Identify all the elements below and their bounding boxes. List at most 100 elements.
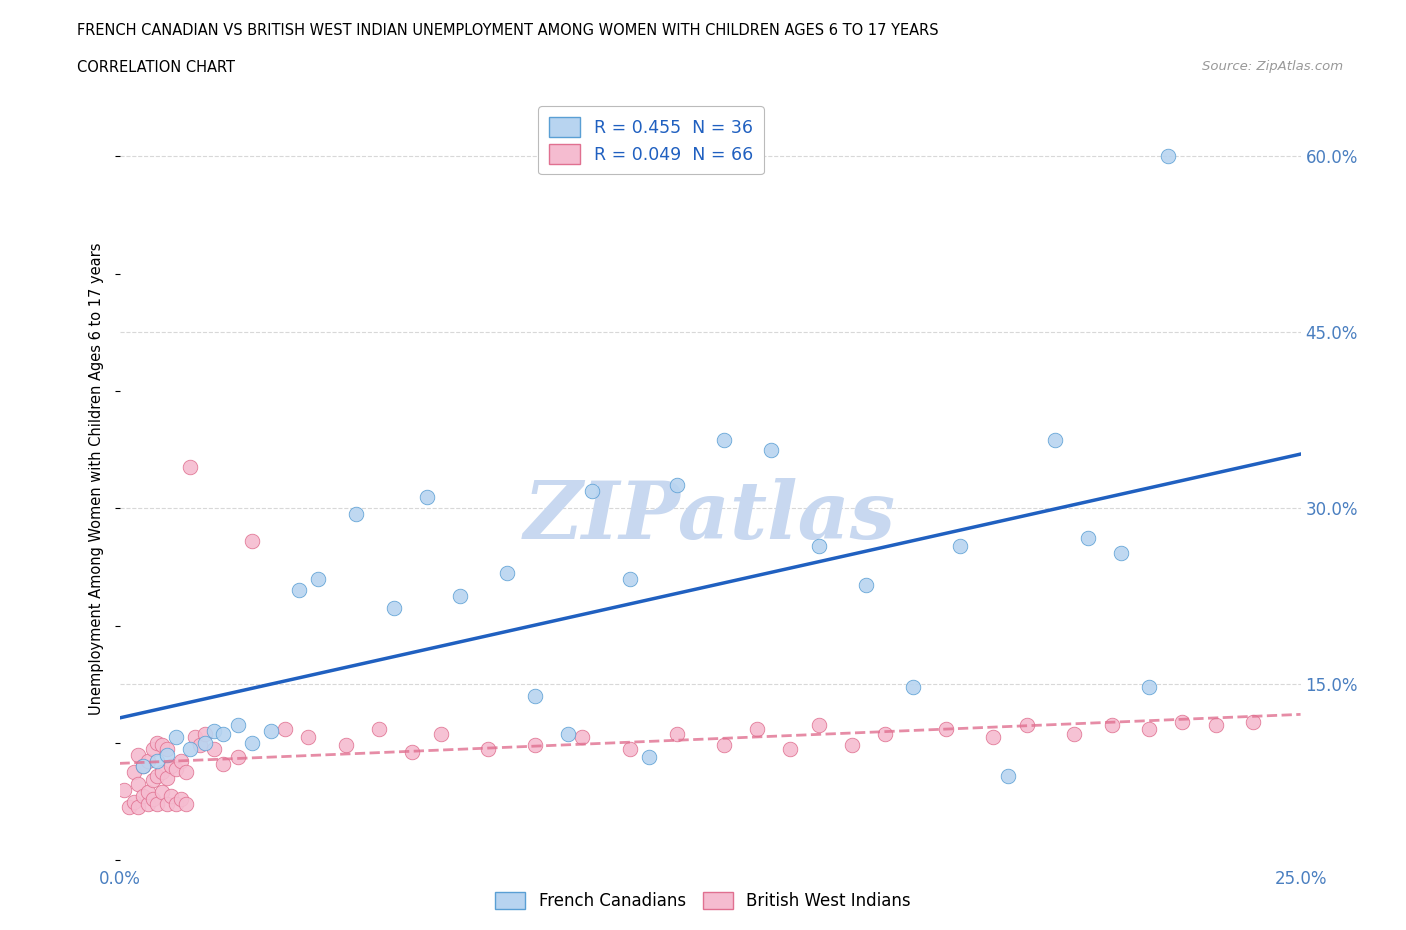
Point: [297, 730, 319, 745]
Point: [240, 534, 263, 549]
Point: [179, 741, 201, 756]
Point: [212, 726, 235, 741]
Legend: R = 0.455  N = 36, R = 0.049  N = 66: R = 0.455 N = 36, R = 0.049 N = 66: [538, 106, 763, 174]
Point: [415, 489, 437, 504]
Point: [122, 764, 145, 779]
Point: [127, 800, 149, 815]
Point: [156, 747, 179, 762]
Point: [156, 796, 179, 811]
Point: [997, 768, 1019, 783]
Point: [156, 771, 179, 786]
Point: [142, 773, 165, 788]
Point: [841, 737, 863, 752]
Point: [146, 796, 169, 811]
Point: [165, 796, 187, 811]
Point: [160, 759, 183, 774]
Point: [146, 736, 169, 751]
Text: CORRELATION CHART: CORRELATION CHART: [77, 60, 235, 75]
Point: [150, 737, 173, 752]
Point: [807, 718, 830, 733]
Point: [429, 726, 451, 741]
Point: [127, 777, 149, 791]
Point: [184, 730, 207, 745]
Point: [344, 507, 367, 522]
Point: [477, 741, 499, 756]
Point: [150, 764, 173, 779]
Point: [193, 736, 215, 751]
Point: [1241, 714, 1264, 729]
Point: [170, 791, 193, 806]
Point: [496, 565, 519, 580]
Point: [1205, 718, 1227, 733]
Point: [260, 724, 283, 738]
Point: [307, 571, 329, 586]
Point: [150, 785, 173, 800]
Point: [855, 578, 877, 592]
Point: [136, 785, 159, 800]
Point: [571, 730, 593, 745]
Point: [132, 759, 155, 774]
Point: [779, 741, 801, 756]
Point: [165, 762, 187, 777]
Point: [1015, 718, 1038, 733]
Point: [226, 750, 249, 764]
Point: [132, 759, 155, 774]
Point: [226, 718, 249, 733]
Point: [1137, 722, 1160, 737]
Point: [873, 726, 896, 741]
Point: [1063, 726, 1085, 741]
Point: [202, 741, 225, 756]
Point: [142, 791, 165, 806]
Point: [983, 730, 1005, 745]
Point: [132, 789, 155, 804]
Point: [122, 794, 145, 809]
Legend: French Canadians, British West Indians: French Canadians, British West Indians: [489, 885, 917, 917]
Text: Source: ZipAtlas.com: Source: ZipAtlas.com: [1202, 60, 1343, 73]
Point: [288, 583, 311, 598]
Point: [581, 484, 603, 498]
Point: [382, 601, 405, 616]
Point: [170, 753, 193, 768]
Point: [335, 737, 357, 752]
Point: [368, 722, 391, 737]
Point: [274, 722, 297, 737]
Point: [136, 753, 159, 768]
Point: [179, 459, 201, 474]
Point: [557, 726, 579, 741]
Point: [142, 741, 165, 756]
Point: [156, 741, 179, 756]
Point: [1077, 530, 1099, 545]
Point: [619, 571, 641, 586]
Point: [136, 796, 159, 811]
Point: [524, 737, 547, 752]
Text: FRENCH CANADIAN VS BRITISH WEST INDIAN UNEMPLOYMENT AMONG WOMEN WITH CHILDREN AG: FRENCH CANADIAN VS BRITISH WEST INDIAN U…: [77, 23, 939, 38]
Point: [665, 726, 688, 741]
Point: [193, 726, 215, 741]
Point: [1101, 718, 1123, 733]
Point: [665, 477, 688, 492]
Point: [146, 753, 169, 768]
Point: [935, 722, 957, 737]
Point: [1109, 545, 1132, 560]
Point: [188, 737, 211, 752]
Point: [401, 745, 423, 760]
Point: [1171, 714, 1194, 729]
Y-axis label: Unemployment Among Women with Children Ages 6 to 17 years: Unemployment Among Women with Children A…: [89, 243, 104, 715]
Point: [449, 589, 471, 604]
Point: [118, 800, 141, 815]
Point: [949, 538, 972, 553]
Point: [174, 764, 197, 779]
Point: [637, 750, 659, 764]
Point: [165, 730, 187, 745]
Point: [713, 432, 735, 447]
Point: [202, 724, 225, 738]
Point: [1157, 149, 1180, 164]
Point: [761, 442, 783, 457]
Point: [713, 737, 735, 752]
Point: [1137, 679, 1160, 694]
Point: [747, 722, 769, 737]
Point: [524, 688, 547, 703]
Point: [240, 736, 263, 751]
Point: [619, 741, 641, 756]
Point: [127, 747, 149, 762]
